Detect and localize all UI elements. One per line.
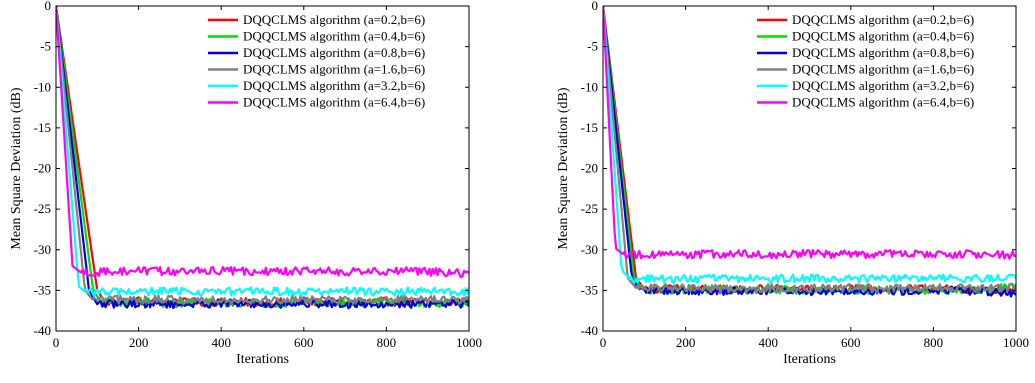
x-tick-label: 800: [377, 335, 397, 350]
y-axis-label: Mean Square Deviation (dB): [9, 87, 24, 249]
x-tick-label: 600: [841, 335, 861, 350]
y-tick-label: -15: [581, 120, 598, 135]
legend-label-3: DQQCLMS algorithm (a=0.8,b=6): [792, 45, 974, 60]
x-tick-label: 1000: [456, 335, 482, 350]
chart-panel-1: 0 200 400 600 800 1000 0 -5 -10 -15 -20 -25 -30 -35 -4…: [9, 0, 482, 367]
chart-panel-2: 0 200 400 600 800 1000 0 -5 -10 -15 -20 -25 -30 -35 -4…: [556, 0, 1029, 367]
series-group: [603, 6, 1016, 298]
legend-label-3: DQQCLMS algorithm (a=0.8,b=6): [243, 45, 425, 60]
series-line-4: [603, 6, 1016, 294]
y-tick-label: -25: [581, 201, 598, 216]
series-line-3: [56, 6, 469, 310]
y-tick-label: -20: [34, 161, 51, 176]
y-tick-label: -10: [581, 79, 598, 94]
series-group: [56, 6, 469, 310]
x-tick-label: 800: [924, 335, 944, 350]
y-tick-label: -30: [581, 242, 598, 257]
series-line-4: [56, 6, 469, 306]
x-tick-label: 200: [129, 335, 149, 350]
y-axis-label: Mean Square Deviation (dB): [556, 87, 571, 249]
series-line-5: [603, 6, 1016, 285]
y-tick-label: -35: [581, 282, 598, 297]
y-tick-label: -30: [34, 242, 51, 257]
legend-label-2: DQQCLMS algorithm (a=0.4,b=6): [792, 29, 974, 44]
y-tick-label: -10: [34, 79, 51, 94]
legend-label-1: DQQCLMS algorithm (a=0.2,b=6): [792, 12, 974, 27]
x-axis-label: Iterations: [783, 352, 836, 367]
y-tick-label: -5: [40, 39, 51, 54]
legend-label-4: DQQCLMS algorithm (a=1.6,b=6): [792, 62, 974, 77]
legend-label-1: DQQCLMS algorithm (a=0.2,b=6): [243, 12, 425, 27]
legend-label-5: DQQCLMS algorithm (a=3.2,b=6): [243, 78, 425, 93]
x-tick-label: 400: [211, 335, 231, 350]
x-tick-label: 1000: [1003, 335, 1029, 350]
series-line-6: [603, 6, 1016, 260]
y-tick-label: 0: [592, 0, 599, 13]
y-tick-label: 0: [45, 0, 52, 13]
y-tick-label: -35: [34, 282, 51, 297]
legend-label-2: DQQCLMS algorithm (a=0.4,b=6): [243, 29, 425, 44]
series-line-5: [56, 6, 469, 298]
y-tick-label: -5: [587, 39, 598, 54]
x-tick-label: 400: [758, 335, 778, 350]
legend: DQQCLMS algorithm (a=0.2,b=6) DQQCLMS alg…: [757, 12, 974, 110]
y-tick-label: -20: [581, 161, 598, 176]
x-tick-label: 600: [294, 335, 314, 350]
x-axis-label: Iterations: [236, 352, 289, 367]
legend-label-6: DQQCLMS algorithm (a=6.4,b=6): [243, 95, 425, 110]
series-line-6: [56, 6, 469, 278]
x-tick-label: 200: [676, 335, 696, 350]
y-tick-label: -25: [34, 201, 51, 216]
x-tick-label: 0: [53, 335, 60, 350]
legend-label-6: DQQCLMS algorithm (a=6.4,b=6): [792, 95, 974, 110]
legend: DQQCLMS algorithm (a=0.2,b=6) DQQCLMS alg…: [208, 12, 425, 110]
y-tick-label: -15: [34, 120, 51, 135]
y-tick-label: -40: [34, 323, 51, 338]
y-tick-label: -40: [581, 323, 598, 338]
legend-label-5: DQQCLMS algorithm (a=3.2,b=6): [792, 78, 974, 93]
legend-label-4: DQQCLMS algorithm (a=1.6,b=6): [243, 62, 425, 77]
x-tick-label: 0: [600, 335, 607, 350]
